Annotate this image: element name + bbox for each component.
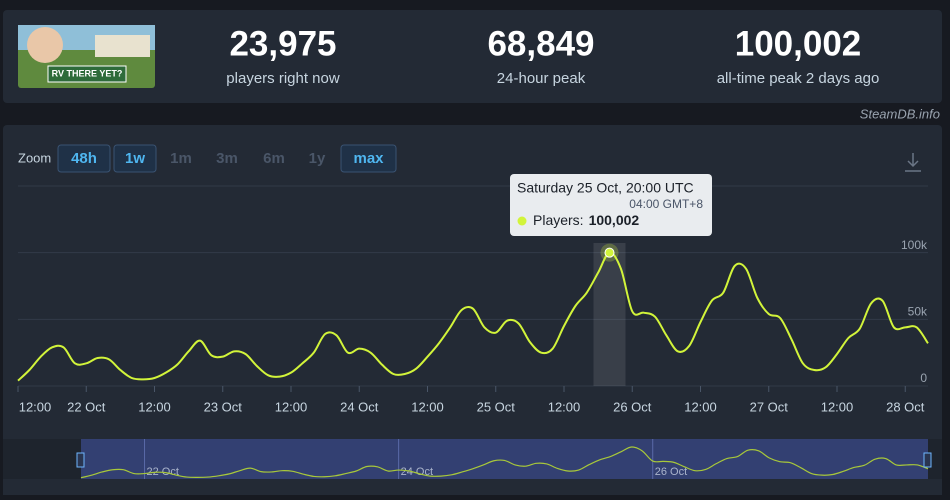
- x-tick-label: 12:00: [548, 399, 581, 414]
- zoom-button[interactable]: [340, 144, 397, 173]
- zoom-option: 1y: [309, 150, 326, 167]
- zoom-option[interactable]: 48h: [71, 150, 97, 167]
- x-tick-label: 24 Oct: [340, 399, 379, 414]
- zoom-option[interactable]: max: [353, 150, 384, 167]
- x-tick-label: 12:00: [138, 399, 171, 414]
- stat-value: 68,849: [487, 24, 594, 63]
- zoom-option: 3m: [216, 150, 238, 167]
- hover-point: [604, 247, 615, 258]
- zoom-option: 1m: [170, 150, 192, 167]
- zoom-buttons: 48h 1w 1m 3m 6m 1y max: [57, 144, 397, 173]
- thumbnail: RV THERE YET?: [18, 25, 155, 88]
- hover-band: [593, 243, 626, 386]
- thumbnail-face: [27, 27, 63, 63]
- credit[interactable]: SteamDB.info: [860, 106, 940, 121]
- tooltip-box: [510, 174, 712, 236]
- line: [17, 251, 929, 382]
- x-tick-label: 25 Oct: [477, 399, 516, 414]
- zoom-button[interactable]: [57, 144, 111, 173]
- navigator-handle[interactable]: [923, 452, 932, 468]
- x-tick-label: 12:00: [821, 399, 854, 414]
- stat-label: 24-hour peak: [497, 70, 586, 87]
- zoom-button[interactable]: [113, 144, 157, 173]
- x-tick-label: 26 Oct: [613, 399, 652, 414]
- header-panel: [3, 10, 942, 103]
- x-tick-label: 23 Oct: [204, 399, 243, 414]
- x-tick-label: 12:00: [684, 399, 717, 414]
- y-tick-label: 100k: [901, 238, 928, 252]
- navigator-line: [80, 446, 929, 479]
- stat-value: 23,975: [229, 24, 336, 63]
- y-tick-label: 50k: [908, 305, 928, 319]
- x-tick-label: 12:00: [411, 399, 444, 414]
- zoom-option: 6m: [263, 150, 285, 167]
- zoom-label: Zoom: [18, 150, 51, 165]
- navigator-window[interactable]: [81, 439, 928, 479]
- navigator-label: 26 Oct: [655, 466, 687, 478]
- stat-label: all-time peak 2 days ago: [717, 70, 880, 87]
- x-tick-label: 12:00: [19, 399, 52, 414]
- thumbnail-sign: [47, 65, 127, 83]
- x-tick-label: 22 Oct: [67, 399, 106, 414]
- thumbnail-text: RV THERE YET?: [52, 68, 123, 78]
- tooltip-swatch: [517, 216, 527, 226]
- tooltip-title: Saturday 25 Oct, 20:00 UTC: [517, 180, 694, 196]
- stat-label: players right now: [226, 70, 340, 87]
- x-tick-label: 12:00: [275, 399, 308, 414]
- plot: 0 50k 100k 12:00 22 Oct 12:00 23 Oct 12:00 24 Oc…: [3, 174, 942, 479]
- tooltip-series: Players:: [533, 212, 584, 228]
- tooltip-subtitle: 04:00 GMT+8: [629, 197, 703, 211]
- y-tick-label: 0: [920, 371, 927, 385]
- x-tick-label: 28 Oct: [886, 399, 925, 414]
- tooltip-label: Players: 100,002: [533, 212, 639, 228]
- zoom-option[interactable]: 1w: [125, 150, 145, 167]
- tooltip-value: 100,002: [589, 212, 640, 228]
- navigator-handle[interactable]: [76, 452, 85, 468]
- stat-value: 100,002: [735, 24, 862, 63]
- download-icon[interactable]: [905, 153, 921, 172]
- thumbnail-rv: [95, 35, 150, 57]
- icon-stroke: [907, 160, 919, 168]
- x-tick-label: 27 Oct: [750, 399, 789, 414]
